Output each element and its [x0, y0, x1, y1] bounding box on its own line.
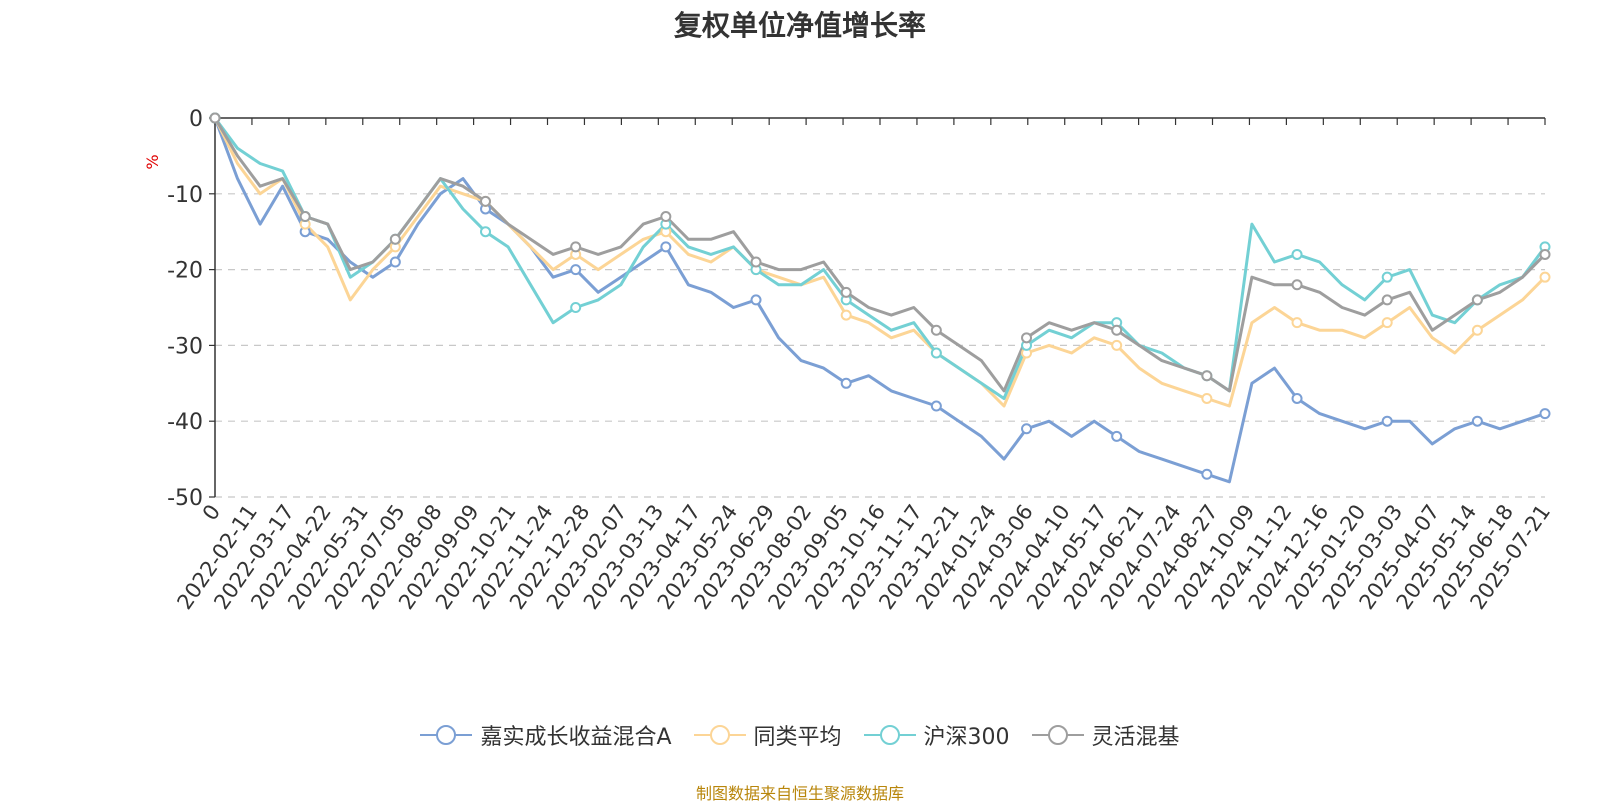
- data-point: [1471, 294, 1483, 306]
- x-tick-label: 0: [198, 500, 225, 525]
- y-axis-unit: %: [143, 154, 162, 169]
- chart-title: 复权单位净值增长率: [673, 9, 926, 42]
- data-point: [480, 195, 492, 207]
- legend-label: 灵活混基: [1091, 725, 1180, 750]
- data-point: [1381, 317, 1393, 329]
- data-point: [209, 112, 221, 124]
- legend-item[interactable]: 灵活混基: [1031, 719, 1180, 751]
- data-point: [1381, 415, 1393, 427]
- series-line: [213, 117, 1547, 408]
- line-chart: 0-10-20-30-40-50%02022-02-112022-03-1720…: [143, 107, 1555, 614]
- data-point: [1539, 271, 1551, 283]
- y-tick-label: -30: [167, 334, 203, 359]
- data-point: [1291, 392, 1303, 404]
- data-point: [1539, 248, 1551, 260]
- data-point: [389, 256, 401, 268]
- data-point: [1201, 392, 1213, 404]
- data-point: [930, 324, 942, 336]
- data-point: [1021, 332, 1033, 344]
- data-point: [1381, 271, 1393, 283]
- legend-item[interactable]: 嘉实成长收益混合A: [420, 719, 672, 751]
- y-tick-label: -50: [167, 486, 203, 511]
- data-point: [570, 264, 582, 276]
- data-point: [1201, 370, 1213, 382]
- y-tick-label: 0: [189, 107, 203, 132]
- data-point: [1111, 339, 1123, 351]
- data-point: [1291, 317, 1303, 329]
- legend-marker-icon: [420, 725, 473, 745]
- series-line: [213, 117, 1547, 400]
- data-point: [660, 241, 672, 253]
- data-point: [1291, 279, 1303, 291]
- data-point: [660, 211, 672, 223]
- data-point: [1471, 415, 1483, 427]
- series-line: [213, 117, 1546, 484]
- data-point: [299, 211, 311, 223]
- data-point: [930, 400, 942, 412]
- data-point: [1381, 294, 1393, 306]
- data-point: [570, 241, 582, 253]
- data-point: [1201, 468, 1213, 480]
- series-markers: [209, 112, 1551, 480]
- legend-marker-icon: [1031, 725, 1084, 745]
- data-point: [750, 294, 762, 306]
- data-point: [570, 302, 582, 313]
- y-tick-label: -10: [167, 183, 203, 208]
- data-point: [1111, 430, 1123, 442]
- series-line: [213, 117, 1547, 393]
- axis-labels: 0-10-20-30-40-50%02022-02-112022-03-1720…: [143, 107, 1555, 614]
- data-point: [930, 347, 942, 359]
- data-point: [750, 256, 762, 268]
- data-point: [1471, 324, 1483, 336]
- grid-lines: [215, 193, 1545, 498]
- data-point: [389, 233, 401, 245]
- data-point: [1291, 248, 1303, 260]
- data-point: [840, 286, 852, 298]
- legend-label: 嘉实成长收益混合A: [480, 725, 672, 750]
- source-note: 制图数据来自恒生聚源数据库: [695, 784, 904, 803]
- y-tick-label: -40: [167, 410, 203, 435]
- legend-item[interactable]: 沪深300: [863, 719, 1010, 751]
- legend-marker-icon: [693, 725, 746, 745]
- data-point: [1021, 423, 1033, 435]
- data-point: [1111, 324, 1123, 336]
- legend: 嘉实成长收益混合A 同类平均 沪深300 灵活混基: [0, 719, 1600, 751]
- data-point: [840, 377, 852, 389]
- data-point: [840, 309, 852, 321]
- data-point: [480, 226, 492, 238]
- y-tick-label: -20: [167, 259, 203, 284]
- legend-marker-icon: [863, 725, 916, 745]
- legend-label: 同类平均: [753, 725, 842, 750]
- data-point: [1539, 408, 1551, 420]
- legend-item[interactable]: 同类平均: [693, 719, 842, 751]
- legend-label: 沪深300: [923, 725, 1010, 750]
- series-lines: [213, 117, 1547, 484]
- axes: [209, 117, 1546, 498]
